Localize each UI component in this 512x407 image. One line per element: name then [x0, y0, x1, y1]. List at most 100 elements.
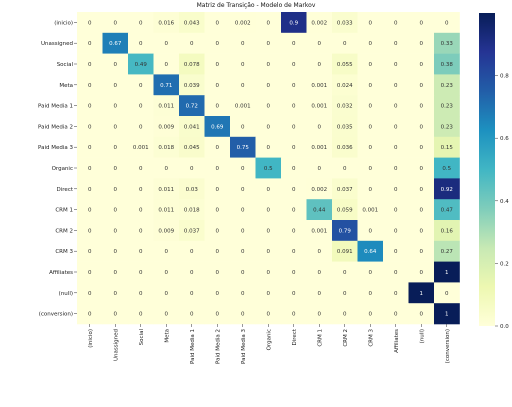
heatmap-cell [230, 240, 256, 262]
heatmap-cell [204, 53, 231, 75]
cell-value-label: 0 [190, 291, 194, 297]
cell-value-label: 0.001 [311, 104, 327, 110]
cell-value-label: 0 [88, 166, 92, 172]
cell-value-label: 0 [139, 166, 143, 172]
heatmap-cell [434, 136, 460, 158]
heatmap-cell [77, 199, 103, 221]
cell-value-label: 0 [114, 124, 118, 130]
heatmap-cell [128, 178, 154, 200]
cell-value-label: 0 [318, 312, 322, 318]
cell-value-label: 0.059 [337, 208, 353, 214]
heatmap-cell [357, 53, 384, 75]
cell-value-label: 0.67 [109, 41, 122, 47]
cell-value-label: 0 [394, 270, 398, 276]
heatmap-cell [179, 261, 205, 283]
heatmap-cell [204, 240, 231, 262]
cell-value-label: 0.69 [211, 124, 224, 130]
cell-value-label: 0.001 [235, 104, 251, 110]
cell-value-label: 0 [114, 312, 118, 318]
heatmap-cell [357, 303, 384, 325]
heatmap-cell [332, 53, 358, 75]
column-tick-label: (null) [419, 329, 425, 343]
cell-value-label: 0 [445, 291, 449, 297]
heatmap-cell [408, 53, 435, 75]
cell-value-label: 0.002 [235, 20, 251, 26]
heatmap-cell [306, 53, 333, 75]
cell-value-label: 0 [267, 187, 271, 193]
heatmap-cell [383, 240, 409, 262]
cell-value-label: 1 [445, 312, 449, 318]
heatmap-cell [434, 282, 460, 304]
cell-value-label: 0 [292, 83, 296, 89]
cell-value-label: 0.79 [339, 228, 352, 234]
cell-value-label: 0 [241, 187, 245, 193]
cell-value-label: 0 [420, 124, 424, 130]
heatmap-cell [153, 157, 180, 179]
heatmap-cell [230, 157, 256, 179]
heatmap-cell [434, 240, 460, 262]
cell-value-label: 1 [445, 270, 449, 276]
heatmap-cell [153, 32, 180, 54]
heatmap-cell [306, 282, 333, 304]
cell-value-label: 0 [369, 312, 373, 318]
cell-value-label: 0.043 [184, 20, 200, 26]
cell-value-label: 0 [343, 291, 347, 297]
heatmap-cell [77, 53, 103, 75]
heatmap-cell [357, 136, 384, 158]
heatmap-cell [357, 261, 384, 283]
cell-value-label: 0 [420, 104, 424, 110]
cell-value-label: 0 [190, 270, 194, 276]
heatmap-cell [281, 303, 307, 325]
cell-value-label: 0 [114, 62, 118, 68]
heatmap-cell [357, 95, 384, 117]
heatmap-cell [434, 12, 460, 34]
cell-value-label: 0 [267, 83, 271, 89]
heatmap-cell [102, 199, 129, 221]
heatmap-cell [153, 240, 180, 262]
cell-value-label: 0 [114, 104, 118, 110]
cell-value-label: 0 [292, 62, 296, 68]
cell-value-label: 0 [420, 187, 424, 193]
cell-value-label: 0 [318, 41, 322, 47]
heatmap-cell [383, 157, 409, 179]
heatmap-cell [408, 95, 435, 117]
cell-value-label: 0.001 [311, 145, 327, 151]
cell-value-label: 0 [165, 62, 169, 68]
cell-value-label: 0.009 [158, 228, 174, 234]
heatmap-cell [383, 53, 409, 75]
cell-value-label: 0 [190, 166, 194, 172]
heatmap-cell [102, 282, 129, 304]
heatmap-cell [383, 136, 409, 158]
cell-value-label: 0 [241, 228, 245, 234]
cell-value-label: 0.018 [158, 145, 174, 151]
heatmap-cell [153, 178, 180, 200]
cell-value-label: 0 [369, 124, 373, 130]
cell-value-label: 0 [165, 312, 169, 318]
heatmap-cell [383, 95, 409, 117]
heatmap-cell [332, 282, 358, 304]
row-tick-label: CRM 3 [55, 249, 73, 255]
cell-value-label: 0 [165, 270, 169, 276]
heatmap-cell [434, 95, 460, 117]
cell-value-label: 0 [267, 145, 271, 151]
heatmap-cell [230, 95, 256, 117]
cell-value-label: 0 [267, 228, 271, 234]
heatmap-cell [128, 136, 154, 158]
heatmap-cell [332, 261, 358, 283]
heatmap-cell [408, 12, 435, 34]
cell-value-label: 0 [369, 62, 373, 68]
cell-value-label: 0.64 [364, 249, 377, 255]
cell-value-label: 0 [292, 41, 296, 47]
heatmap-cell [102, 116, 129, 138]
heatmap-cell [179, 157, 205, 179]
colorbar-tick-label: 0.0 [500, 324, 509, 330]
cell-value-label: 0.001 [311, 228, 327, 234]
cell-value-label: 0 [292, 228, 296, 234]
heatmap-cell [179, 136, 205, 158]
heatmap-cell [153, 53, 180, 75]
heatmap-cell [408, 282, 435, 304]
cell-value-label: 0 [292, 270, 296, 276]
heatmap-cell [281, 199, 307, 221]
cell-value-label: 0 [241, 312, 245, 318]
